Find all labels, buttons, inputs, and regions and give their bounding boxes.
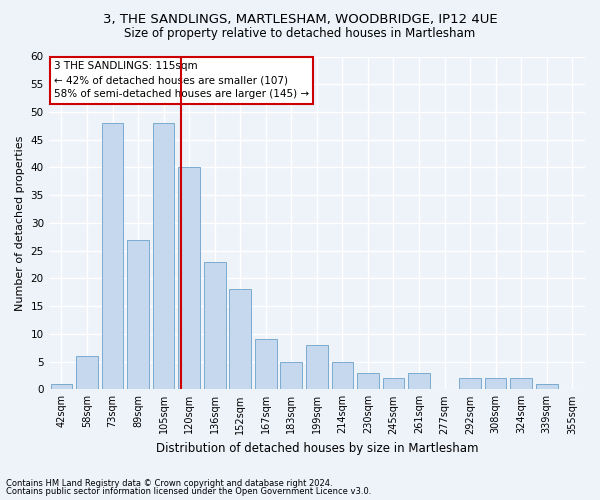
Bar (127, 240, 149, 390)
Bar (510, 378, 532, 390)
X-axis label: Distribution of detached houses by size in Martlesham: Distribution of detached houses by size … (155, 442, 478, 455)
Text: Size of property relative to detached houses in Martlesham: Size of property relative to detached ho… (124, 28, 476, 40)
Bar (280, 362, 302, 390)
Bar (408, 372, 430, 390)
Y-axis label: Number of detached properties: Number of detached properties (15, 135, 25, 310)
Bar (357, 372, 379, 390)
Bar (383, 378, 404, 390)
Text: Contains HM Land Registry data © Crown copyright and database right 2024.: Contains HM Land Registry data © Crown c… (6, 478, 332, 488)
Text: Contains public sector information licensed under the Open Government Licence v3: Contains public sector information licen… (6, 487, 371, 496)
Bar (50, 384, 72, 390)
Bar (459, 378, 481, 390)
Bar (306, 345, 328, 390)
Text: 3, THE SANDLINGS, MARTLESHAM, WOODBRIDGE, IP12 4UE: 3, THE SANDLINGS, MARTLESHAM, WOODBRIDGE… (103, 12, 497, 26)
Bar (485, 378, 506, 390)
Text: 3 THE SANDLINGS: 115sqm
← 42% of detached houses are smaller (107)
58% of semi-d: 3 THE SANDLINGS: 115sqm ← 42% of detache… (54, 62, 309, 100)
Bar (229, 290, 251, 390)
Bar (255, 340, 277, 390)
Bar (101, 123, 124, 390)
Bar (178, 168, 200, 390)
Bar (204, 262, 226, 390)
Bar (332, 362, 353, 390)
Bar (76, 356, 98, 390)
Bar (536, 384, 557, 390)
Bar (153, 123, 175, 390)
